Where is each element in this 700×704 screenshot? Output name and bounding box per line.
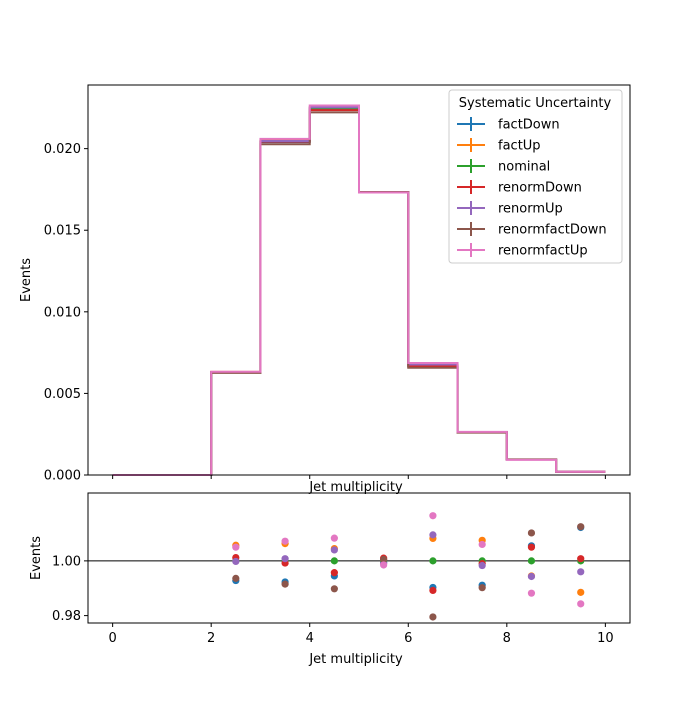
ratio-x-axis: 0 2 4 6 8 10 (108, 623, 614, 646)
legend-entry-factUp: factUp (457, 138, 541, 154)
ratio-point-renormUp (527, 572, 536, 581)
legend-entry-renormfactDown: renormfactDown (457, 222, 607, 238)
ratio-point-renormUp (232, 557, 240, 566)
legend-label: renormDown (498, 181, 582, 196)
ratio-point-nominal (330, 557, 338, 565)
ratio-point-renormfactDown (577, 523, 585, 531)
ratio-point-renormDown (330, 569, 338, 577)
legend-entry-renormfactUp: renormfactUp (457, 243, 588, 259)
ratio-point-renormfactUp (281, 537, 289, 545)
ratio-point-renormfactUp (380, 561, 388, 569)
legend-label: factDown (498, 118, 560, 133)
ratio-plot-frame (87, 492, 631, 624)
legend-entry-renormDown: renormDown (457, 180, 582, 196)
ratio-point-renormfactUp (330, 534, 338, 542)
main-y-axis: 0.000 0.005 0.010 0.015 0.020 (44, 142, 88, 484)
ratio-point-renormfactDown (527, 529, 536, 537)
legend-entry-factDown: factDown (457, 117, 560, 133)
ratio-y-axis-label: Events (29, 536, 44, 580)
legend-box (448, 89, 623, 264)
ratio-point-nominal (527, 557, 536, 565)
main-y-tick-label: 0.005 (44, 387, 81, 402)
ratio-x-axis-label: Jet multiplicity (308, 652, 403, 667)
ratio-point-renormfactUp (429, 512, 437, 520)
main-x-axis (112, 475, 606, 479)
ratio-point-renormDown (429, 586, 437, 595)
ratio-point-renormUp (330, 546, 338, 554)
main-y-tick-label: 0.020 (44, 142, 81, 157)
main-y-tick-label: 0.010 (44, 305, 81, 320)
legend-label: nominal (498, 160, 550, 175)
ratio-x-tick-label: 4 (306, 631, 314, 646)
legend-label: factUp (498, 139, 541, 154)
ratio-point-renormfactDown (281, 580, 289, 588)
legend-entry-renormUp: renormUp (457, 201, 563, 217)
ratio-y-axis: 0.98 1.00 (52, 554, 88, 624)
main-plot-frame (87, 84, 631, 476)
ratio-point-renormDown (527, 543, 536, 551)
ratio-point-renormfactUp (232, 543, 240, 551)
ratio-panel: 0.98 1.00 0 2 4 6 8 10 Events Jet multiplicity (29, 492, 631, 667)
ratio-x-tick-label: 8 (503, 631, 511, 646)
legend-label: renormfactDown (498, 223, 607, 238)
series-line-renormfactUp (112, 104, 606, 476)
main-x-axis-label: Jet multiplicity (308, 480, 403, 495)
ratio-x-tick-label: 6 (404, 631, 412, 646)
ratio-point-renormfactUp (478, 540, 486, 549)
ratio-point-nominal (429, 557, 437, 565)
legend-items: factDown factUp nominal renormDown renormUp r… (457, 117, 607, 259)
main-y-tick-label: 0.000 (44, 469, 81, 484)
ratio-x-tick-label: 2 (207, 631, 215, 646)
ratio-point-renormfactUp (527, 589, 536, 597)
legend-entry-nominal: nominal (457, 159, 550, 175)
ratio-point-renormDown (577, 555, 585, 563)
ratio-y-tick-label: 1.00 (52, 554, 81, 569)
ratio-x-tick-label: 10 (597, 631, 614, 646)
ratio-y-tick-label: 0.98 (52, 609, 81, 624)
ratio-point-renormUp (577, 568, 585, 576)
ratio-point-renormUp (478, 561, 486, 570)
main-y-tick-label: 0.015 (44, 224, 81, 239)
main-series-group (112, 104, 606, 476)
main-panel: 0.000 0.005 0.010 0.015 0.020 Events Jet mul… (19, 84, 631, 495)
ratio-point-renormfactDown (232, 574, 240, 582)
ratio-point-renormUp (281, 555, 289, 563)
ratio-point-renormfactDown (330, 585, 338, 593)
ratio-point-renormfactUp (577, 600, 585, 608)
ratio-point-renormfactDown (478, 584, 486, 592)
legend: Systematic Uncertainty factDown factUp nom… (448, 89, 623, 264)
legend-title: Systematic Uncertainty (459, 96, 612, 111)
ratio-point-renormUp (429, 531, 437, 539)
ratio-point-renormfactDown (429, 613, 437, 621)
ratio-points-group (232, 512, 585, 621)
legend-label: renormfactUp (498, 244, 588, 259)
ratio-point-renormfactDown (380, 555, 388, 564)
ratio-point-factUp (577, 588, 585, 596)
ratio-x-tick-label: 0 (108, 631, 116, 646)
legend-label: renormUp (498, 202, 563, 217)
main-y-axis-label: Events (19, 258, 34, 302)
